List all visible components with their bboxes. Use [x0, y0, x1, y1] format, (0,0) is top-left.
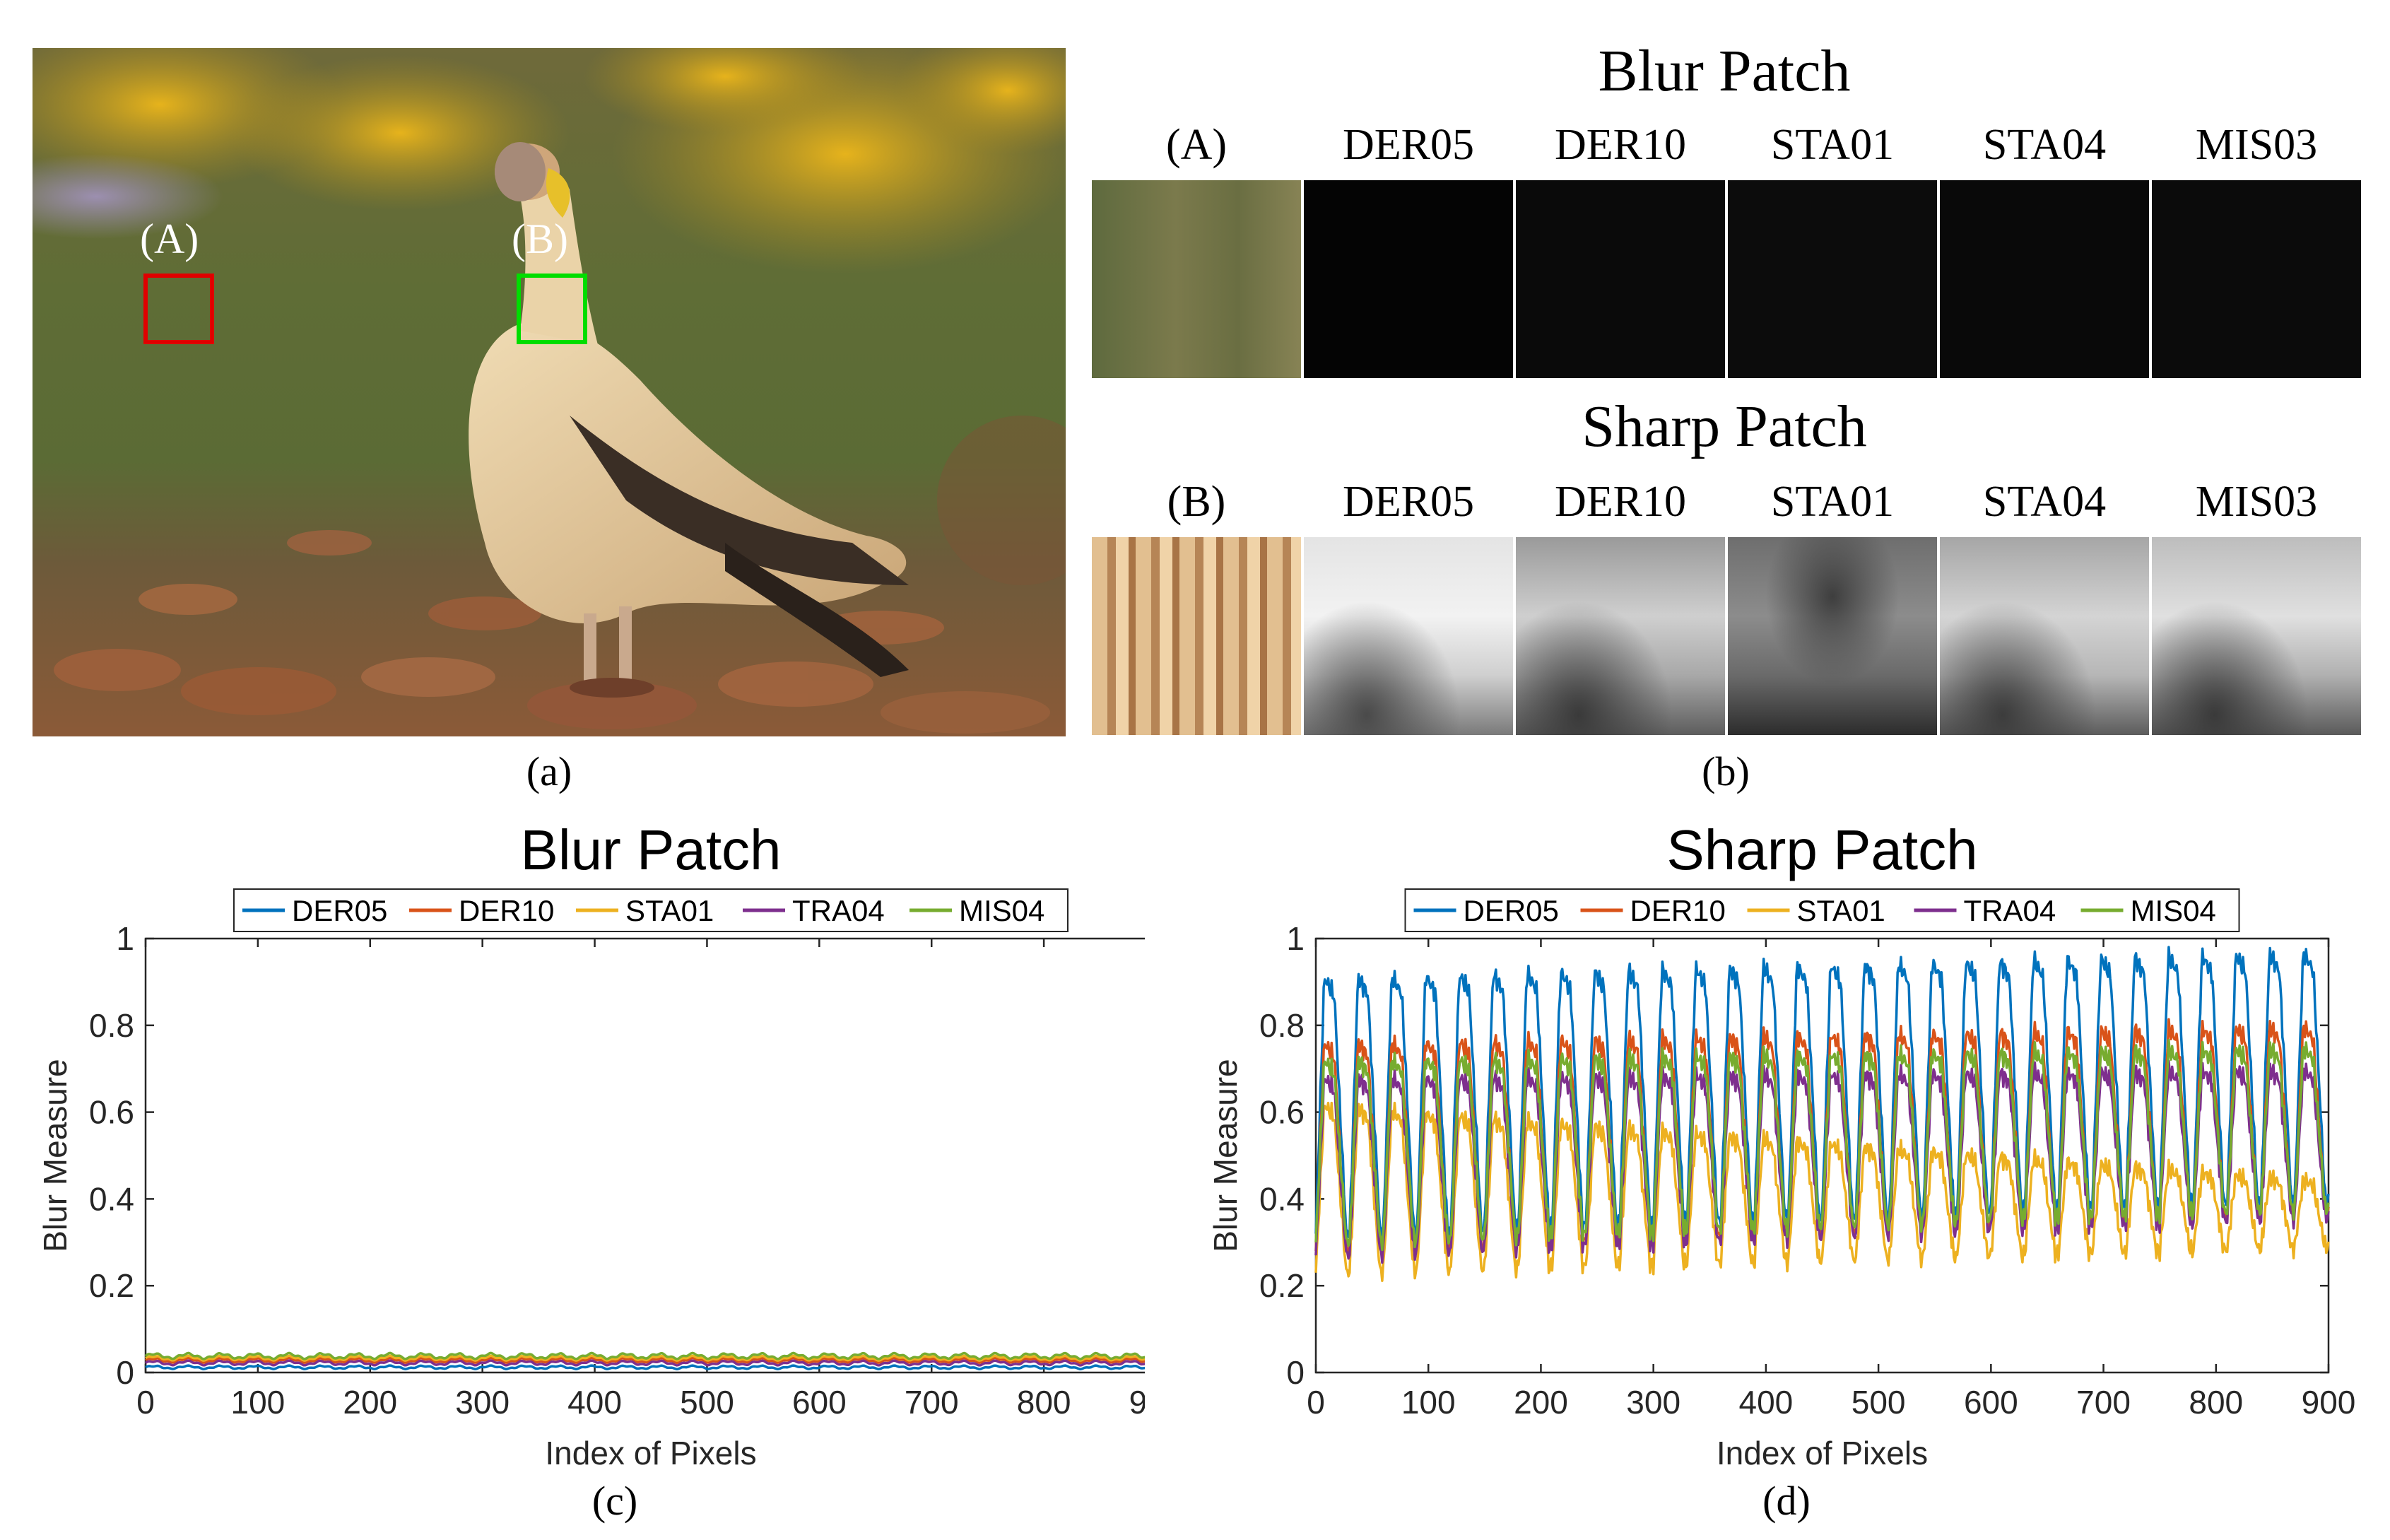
- plot-area: [144, 937, 1145, 1374]
- sharp-patch-chart: Sharp Patch 0 100 200 300 400 500 600 700 800 900 0…: [1207, 818, 2356, 1471]
- legend-label-der05: DER05: [1464, 894, 1559, 927]
- caption-d: (d): [1762, 1478, 1811, 1524]
- x-tick-label: 200: [343, 1384, 397, 1421]
- y-tick-label: 1: [116, 920, 134, 957]
- x-axis-label: Index of Pixels: [545, 1435, 756, 1471]
- chart-title: Blur Patch: [520, 818, 781, 881]
- caption-b: (b): [1702, 748, 1750, 794]
- y-tick-label: 0: [116, 1354, 134, 1391]
- chart-title: Sharp Patch: [1666, 818, 1977, 881]
- sharp-patch-der05: [1304, 537, 1513, 735]
- sharp-patch-column-label: DER05: [1343, 478, 1474, 526]
- blur-patch-original: [1092, 180, 1301, 378]
- y-tick-label: 0.6: [89, 1094, 134, 1131]
- blur-patch-der05: [1304, 180, 1513, 378]
- y-tick-label: 0.2: [89, 1267, 134, 1304]
- x-tick-label: 800: [2189, 1384, 2243, 1421]
- sharp-patch-column-label: (B): [1167, 478, 1226, 526]
- x-tick-label: 900: [1129, 1384, 1145, 1421]
- y-tick-label: 0.6: [1259, 1094, 1305, 1131]
- x-tick-label: 900: [2302, 1384, 2356, 1421]
- caption-c: (c): [591, 1478, 638, 1524]
- legend-label-mis04: MIS04: [2131, 894, 2216, 927]
- sharp-patch-column-label: DER10: [1555, 478, 1686, 526]
- blur-patch-column-label: (A): [1165, 121, 1228, 169]
- x-tick-label: 0: [136, 1384, 155, 1421]
- x-tick-label: 300: [455, 1384, 510, 1421]
- x-tick-label: 100: [231, 1384, 285, 1421]
- blur-patch-column-label: STA01: [1770, 121, 1895, 169]
- legend-label-der10: DER10: [459, 894, 554, 927]
- sharp-patch-original: [1092, 537, 1301, 735]
- blur-patch-mis03: [2152, 180, 2361, 378]
- legend-label-sta01: STA01: [625, 894, 714, 927]
- legend-label-der10: DER10: [1630, 894, 1726, 927]
- x-tick-label: 500: [1852, 1384, 1906, 1421]
- legend-label-tra04: TRA04: [792, 894, 885, 927]
- blur-patch-column-label: DER10: [1555, 121, 1686, 169]
- x-tick-label: 700: [905, 1384, 959, 1421]
- series-line-mis04: [144, 1351, 1145, 1360]
- patch-box-a: [143, 274, 214, 344]
- x-tick-label: 300: [1626, 1384, 1680, 1421]
- legend-label-sta01: STA01: [1797, 894, 1885, 927]
- x-tick-label: 200: [1514, 1384, 1568, 1421]
- patch-label-b: (B): [512, 216, 568, 262]
- legend-label-tra04: TRA04: [1964, 894, 2056, 927]
- x-tick-label: 400: [1739, 1384, 1794, 1421]
- x-tick-label: 600: [1964, 1384, 2018, 1421]
- sharp-patch-der10: [1516, 537, 1725, 735]
- sharp-patch-title: Sharp Patch: [1582, 394, 1867, 459]
- y-axis-label: Blur Measure: [37, 1059, 73, 1252]
- legend-label-der05: DER05: [292, 894, 387, 927]
- x-tick-label: 700: [2076, 1384, 2131, 1421]
- sharp-patch-mis03: [2152, 537, 2361, 735]
- x-tick-label: 500: [680, 1384, 734, 1421]
- plot-area: [1314, 937, 2330, 1374]
- sharp-patch-sta01: [1728, 537, 1937, 735]
- x-tick-label: 800: [1017, 1384, 1071, 1421]
- y-tick-label: 0.4: [89, 1180, 134, 1217]
- blur-patch-title: Blur Patch: [1598, 38, 1851, 104]
- sharp-patch-column-label: STA04: [1982, 478, 2107, 526]
- patch-box-b: [517, 274, 587, 344]
- bird-photo-drawing: [33, 48, 1066, 736]
- blur-patch-column-label: MIS03: [2195, 121, 2318, 169]
- y-tick-label: 1: [1286, 920, 1305, 957]
- y-tick-label: 0: [1286, 1354, 1305, 1391]
- sharp-patch-column-label: MIS03: [2195, 478, 2318, 526]
- series-line-der10: [145, 1356, 1145, 1364]
- series-line-tra04: [1314, 1059, 2330, 1264]
- blur-patch-der10: [1516, 180, 1725, 378]
- patch-label-a: (A): [140, 216, 199, 262]
- x-tick-label: 600: [792, 1384, 847, 1421]
- y-tick-label: 0.8: [89, 1007, 134, 1044]
- series-line-sta01: [145, 1354, 1145, 1362]
- series-line-sta01: [1314, 1101, 2330, 1282]
- x-tick-label: 100: [1401, 1384, 1456, 1421]
- sharp-patch-column-label: STA01: [1770, 478, 1895, 526]
- y-tick-label: 0.4: [1259, 1180, 1305, 1217]
- sharp-patch-sta04: [1940, 537, 2149, 735]
- x-axis-label: Index of Pixels: [1717, 1435, 1928, 1471]
- x-tick-label: 400: [567, 1384, 622, 1421]
- series-line-tra04: [144, 1359, 1145, 1367]
- series-line-mis04: [1314, 1039, 2330, 1252]
- blur-patch-column-label: STA04: [1982, 121, 2107, 169]
- y-tick-label: 0.2: [1259, 1267, 1305, 1304]
- blur-patch-sta01: [1728, 180, 1937, 378]
- legend-label-mis04: MIS04: [959, 894, 1044, 927]
- blur-patch-chart: Blur Patch 0 100 200 300 400 500 600 700 800 900 0 0…: [37, 818, 1145, 1471]
- y-axis-label: Blur Measure: [1207, 1059, 1244, 1252]
- bird-photo: [33, 48, 1066, 736]
- x-tick-label: 0: [1307, 1384, 1325, 1421]
- blur-patch-sta04: [1940, 180, 2149, 378]
- y-tick-label: 0.8: [1259, 1007, 1305, 1044]
- blur-patch-column-label: DER05: [1343, 121, 1474, 169]
- caption-a: (a): [526, 748, 572, 794]
- series-line-der05: [145, 1364, 1145, 1370]
